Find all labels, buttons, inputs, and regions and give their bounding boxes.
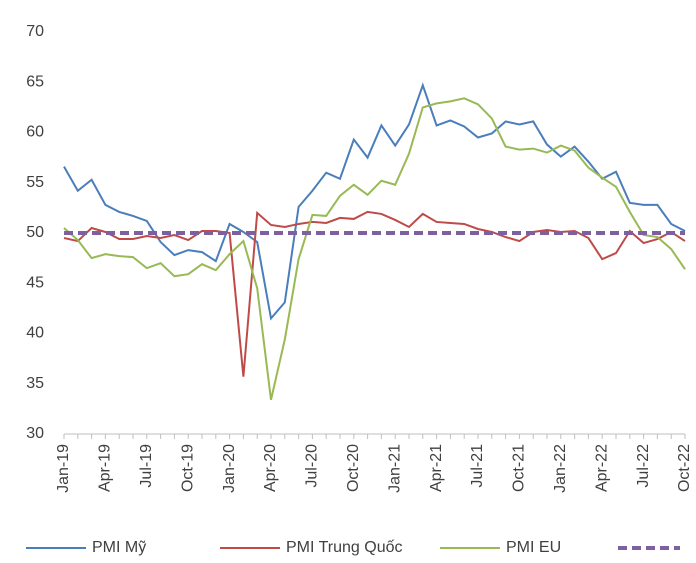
y-tick-label: 60 xyxy=(26,124,44,141)
x-tick-label: Oct-21 xyxy=(511,444,528,492)
y-tick-label: 30 xyxy=(26,425,44,442)
y-tick-label: 45 xyxy=(26,274,44,291)
series-line xyxy=(63,97,686,401)
x-tick-label: Apr-21 xyxy=(428,444,445,492)
x-tick-label: Jan-19 xyxy=(55,444,72,493)
y-tick-label: 50 xyxy=(26,224,44,241)
x-tick-label: Apr-20 xyxy=(262,444,279,492)
x-tick-label: Jul-21 xyxy=(469,444,486,488)
x-tick-label: Oct-19 xyxy=(179,444,196,492)
legend-label: PMI EU xyxy=(506,539,561,556)
x-tick-label: Jul-19 xyxy=(138,444,155,488)
x-tick-label: Jul-20 xyxy=(304,444,321,488)
x-tick-label: Apr-19 xyxy=(97,444,114,492)
x-tick-label: Jan-20 xyxy=(221,444,238,493)
y-tick-label: 55 xyxy=(26,174,44,191)
series-line xyxy=(63,210,686,377)
x-tick-label: Jan-21 xyxy=(386,444,403,493)
y-tick-label: 40 xyxy=(26,325,44,342)
y-tick-label: 65 xyxy=(26,73,44,90)
x-tick-label: Jul-22 xyxy=(635,444,652,488)
y-tick-label: 35 xyxy=(26,375,44,392)
x-tick-label: Apr-22 xyxy=(593,444,610,492)
legend-label: PMI Mỹ xyxy=(92,539,146,556)
legend-label: PMI Trung Quốc xyxy=(286,539,403,556)
y-tick-label: 70 xyxy=(26,23,44,40)
series-line xyxy=(63,82,686,321)
x-tick-label: Oct-20 xyxy=(345,444,362,492)
x-tick-label: Oct-22 xyxy=(676,444,693,492)
x-tick-label: Jan-22 xyxy=(552,444,569,493)
